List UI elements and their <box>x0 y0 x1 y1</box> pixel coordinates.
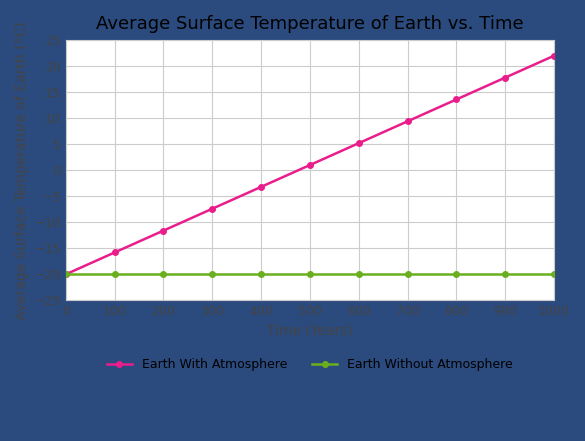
X-axis label: Time (Years): Time (Years) <box>267 324 353 338</box>
Title: Average Surface Temperature of Earth vs. Time: Average Surface Temperature of Earth vs.… <box>96 15 524 33</box>
Legend: Earth With Atmosphere, Earth Without Atmosphere: Earth With Atmosphere, Earth Without Atm… <box>102 353 518 377</box>
Y-axis label: Average Surface Temperature of Earth (°C): Average Surface Temperature of Earth (°C… <box>15 21 29 320</box>
